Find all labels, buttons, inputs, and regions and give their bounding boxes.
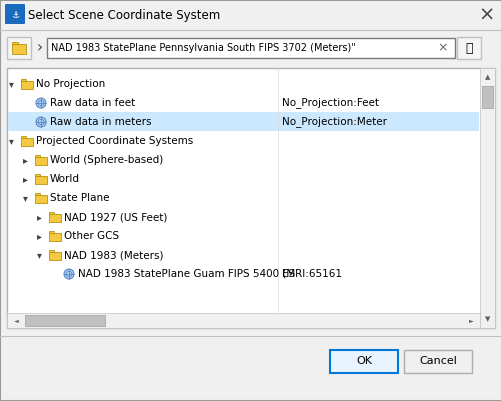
Text: ▸: ▸ bbox=[23, 174, 28, 184]
Text: ▾: ▾ bbox=[9, 136, 14, 146]
Text: Raw data in meters: Raw data in meters bbox=[50, 117, 151, 127]
Text: ▾: ▾ bbox=[9, 79, 14, 89]
Bar bbox=[49, 213, 61, 221]
Bar bbox=[49, 249, 54, 252]
Bar bbox=[7, 313, 479, 328]
Bar bbox=[49, 231, 54, 233]
FancyBboxPatch shape bbox=[329, 350, 397, 373]
Text: Raw data in feet: Raw data in feet bbox=[50, 98, 135, 108]
Text: ESRI:65161: ESRI:65161 bbox=[282, 269, 341, 279]
FancyBboxPatch shape bbox=[403, 350, 471, 373]
Bar bbox=[8, 111, 478, 131]
FancyBboxPatch shape bbox=[456, 37, 480, 59]
Text: ▸: ▸ bbox=[23, 155, 28, 165]
Text: No_Projection:Feet: No_Projection:Feet bbox=[282, 97, 378, 108]
Bar bbox=[35, 156, 47, 164]
Text: World: World bbox=[50, 174, 80, 184]
Text: ▾: ▾ bbox=[23, 193, 28, 203]
Text: NAD 1983 StatePlane Pennsylvania South FIPS 3702 (Meters)": NAD 1983 StatePlane Pennsylvania South F… bbox=[51, 43, 355, 53]
Text: Select Scene Coordinate System: Select Scene Coordinate System bbox=[28, 8, 220, 22]
Circle shape bbox=[36, 117, 46, 127]
Circle shape bbox=[36, 98, 46, 108]
Bar bbox=[12, 41, 18, 44]
Text: No_Projection:Meter: No_Projection:Meter bbox=[282, 117, 386, 128]
Text: ×: × bbox=[478, 6, 494, 24]
Text: NAD 1983 StatePlane Guam FIPS 5400 (M: NAD 1983 StatePlane Guam FIPS 5400 (M bbox=[78, 269, 295, 279]
Circle shape bbox=[64, 269, 74, 279]
FancyBboxPatch shape bbox=[5, 4, 25, 24]
Text: ›: › bbox=[37, 41, 43, 55]
Bar bbox=[479, 68, 494, 328]
Text: State Plane: State Plane bbox=[50, 193, 109, 203]
Bar bbox=[35, 174, 40, 176]
Text: NAD 1983 (Meters): NAD 1983 (Meters) bbox=[64, 250, 163, 260]
FancyBboxPatch shape bbox=[7, 37, 31, 59]
Bar bbox=[49, 251, 61, 259]
FancyBboxPatch shape bbox=[47, 38, 454, 58]
Text: World (Sphere-based): World (Sphere-based) bbox=[50, 155, 163, 165]
Bar bbox=[481, 86, 492, 108]
Bar bbox=[21, 81, 33, 89]
Text: NAD 1927 (US Feet): NAD 1927 (US Feet) bbox=[64, 212, 167, 222]
Text: No Projection: No Projection bbox=[36, 79, 105, 89]
Text: 🔍: 🔍 bbox=[464, 41, 472, 55]
Text: ▲: ▲ bbox=[484, 74, 489, 80]
Text: Cancel: Cancel bbox=[418, 356, 456, 367]
Bar bbox=[12, 43, 26, 53]
Bar bbox=[49, 233, 61, 241]
Text: ▸: ▸ bbox=[37, 212, 42, 222]
Text: ×: × bbox=[437, 41, 447, 55]
Bar bbox=[21, 79, 26, 81]
Text: ⚓: ⚓ bbox=[11, 10, 19, 20]
Text: ▾: ▾ bbox=[37, 250, 42, 260]
Text: OK: OK bbox=[355, 356, 371, 367]
Text: ◄: ◄ bbox=[14, 318, 19, 323]
Text: Other GCS: Other GCS bbox=[64, 231, 119, 241]
Bar bbox=[35, 176, 47, 184]
Bar bbox=[25, 315, 105, 326]
Bar bbox=[49, 211, 54, 214]
Text: ▸: ▸ bbox=[37, 231, 42, 241]
Text: ▼: ▼ bbox=[484, 316, 489, 322]
Bar bbox=[35, 192, 40, 195]
Bar bbox=[21, 138, 33, 146]
Bar bbox=[35, 154, 40, 157]
Bar bbox=[35, 194, 47, 203]
Text: Projected Coordinate Systems: Projected Coordinate Systems bbox=[36, 136, 193, 146]
Text: ►: ► bbox=[468, 318, 472, 323]
Bar bbox=[7, 68, 494, 328]
Bar bbox=[21, 136, 26, 138]
